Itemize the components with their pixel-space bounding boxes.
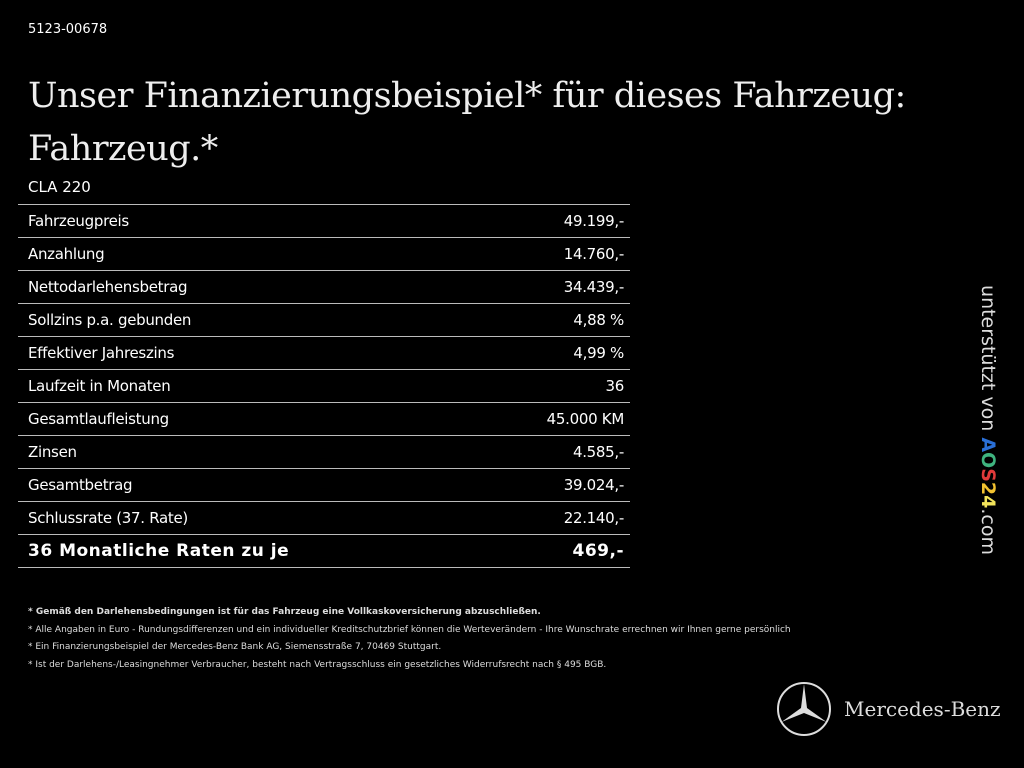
mercedes-star-icon — [777, 682, 831, 736]
table-row: Anzahlung 14.760,- — [18, 237, 630, 271]
row-value: 14.760,- — [475, 237, 630, 271]
aos24-letter: 2 — [977, 481, 999, 496]
table-row: Zinsen 4.585,- — [18, 435, 630, 469]
model-name: CLA 220 — [28, 178, 91, 196]
finance-table: Fahrzeugpreis 49.199,- Anzahlung 14.760,- Ne… — [18, 204, 630, 568]
page-title: Unser Finanzierungsbeispiel* für dieses … — [28, 70, 906, 176]
row-label: Effektiver Jahreszins — [18, 336, 476, 370]
table-row: Gesamtlaufleistung 45.000 KM — [18, 402, 630, 436]
supported-by-text: unterstützt von — [977, 285, 999, 432]
row-label: Laufzeit in Monaten — [18, 369, 476, 403]
row-label: Gesamtbetrag — [18, 468, 476, 502]
footnote: * Ist der Darlehens-/Leasingnehmer Verbr… — [28, 659, 607, 670]
aos24-letter: O — [977, 452, 999, 469]
row-value: 4,88 % — [475, 303, 630, 337]
table-row: Sollzins p.a. gebunden 4,88 % — [18, 303, 630, 337]
aos24-letter: A — [977, 437, 999, 453]
row-label: Anzahlung — [18, 237, 476, 271]
row-value: 22.140,- — [475, 501, 630, 535]
row-value: 49.199,- — [475, 204, 630, 238]
brand-name: Mercedes-Benz — [844, 697, 1001, 721]
table-row: Gesamtbetrag 39.024,- — [18, 468, 630, 502]
row-value: 39.024,- — [475, 468, 630, 502]
aos24-letter: S — [977, 468, 999, 482]
aos24-letter: 4 — [977, 495, 999, 509]
title-line-2: Fahrzeug.* — [28, 129, 218, 169]
row-label: Nettodarlehensbetrag — [18, 270, 476, 304]
row-label: Fahrzeugpreis — [18, 204, 476, 238]
footnotes: * Gemäß den Darlehensbedingungen ist für… — [28, 604, 791, 674]
row-label: Zinsen — [18, 435, 476, 469]
row-value: 4,99 % — [475, 336, 630, 370]
table-row: Fahrzeugpreis 49.199,- — [18, 204, 630, 238]
aos24-logo: AOS24 — [977, 437, 999, 508]
row-value: 45.000 KM — [475, 402, 630, 436]
footnote: * Ein Finanzierungsbeispiel der Mercedes… — [28, 642, 442, 652]
row-label: Gesamtlaufleistung — [18, 402, 476, 436]
table-row: Effektiver Jahreszins 4,99 % — [18, 336, 630, 370]
row-value: 36 — [475, 369, 630, 403]
monthly-rate-value: 469,- — [475, 534, 630, 568]
monthly-rate-row: 36 Monatliche Raten zu je 469,- — [18, 534, 630, 568]
title-line-1: Unser Finanzierungsbeispiel* für dieses … — [28, 76, 906, 116]
row-value: 4.585,- — [475, 435, 630, 469]
monthly-rate-label: 36 Monatliche Raten zu je — [18, 534, 476, 568]
row-label: Sollzins p.a. gebunden — [18, 303, 476, 337]
supported-by: unterstützt von AOS24.com — [977, 285, 999, 555]
footnote: * Gemäß den Darlehensbedingungen ist für… — [28, 607, 541, 617]
footnote: * Alle Angaben in Euro - Rundungsdiffere… — [28, 624, 791, 635]
mercedes-benz-brand: Mercedes-Benz — [776, 681, 1001, 737]
table-row: Laufzeit in Monaten 36 — [18, 369, 630, 403]
row-label: Schlussrate (37. Rate) — [18, 501, 476, 535]
vehicle-code: 5123-00678 — [28, 22, 108, 37]
table-row: Nettodarlehensbetrag 34.439,- — [18, 270, 630, 304]
table-row: Schlussrate (37. Rate) 22.140,- — [18, 501, 630, 535]
row-value: 34.439,- — [475, 270, 630, 304]
aos24-suffix: .com — [977, 508, 999, 555]
